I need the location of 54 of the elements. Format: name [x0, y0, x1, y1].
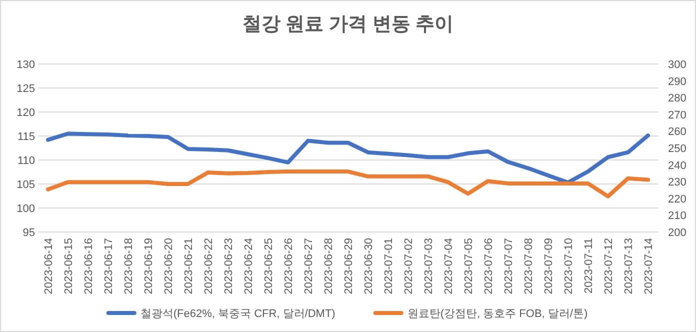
- x-tick-label: 2023-06-26: [283, 238, 295, 294]
- x-tick-label: 2023-07-10: [563, 238, 575, 294]
- x-tick-label: 2023-07-07: [503, 238, 515, 294]
- x-tick-label: 2023-06-18: [123, 238, 135, 294]
- x-tick-label: 2023-07-05: [463, 238, 475, 294]
- x-tick-label: 2023-07-12: [603, 238, 615, 294]
- x-tick-label: 2023-06-22: [203, 238, 215, 294]
- x-tick-label: 2023-06-20: [163, 238, 175, 294]
- y2-tick-label: 300: [668, 59, 686, 71]
- legend-label: 철광석(Fe62%, 북중국 CFR, 달러/DMT): [140, 308, 336, 320]
- x-tick-label: 2023-06-19: [143, 238, 155, 294]
- y2-tick-label: 260: [668, 126, 686, 138]
- x-tick-label: 2023-07-13: [623, 238, 635, 294]
- y-tick-label: 115: [17, 131, 35, 143]
- x-tick-label: 2023-07-11: [583, 238, 595, 294]
- x-tick-label: 2023-06-25: [263, 238, 275, 294]
- chart-title: 철강 원료 가격 변동 추이: [242, 14, 454, 35]
- y2-tick-label: 280: [668, 92, 686, 105]
- y2-tick-label: 210: [668, 210, 686, 222]
- x-tick-label: 2023-06-14: [43, 238, 55, 294]
- y-tick-label: 125: [16, 83, 35, 95]
- x-tick-label: 2023-07-02: [403, 238, 415, 294]
- x-tick-label: 2023-07-09: [543, 238, 555, 294]
- y-tick-label: 105: [16, 179, 35, 191]
- x-tick-label: 2023-07-04: [443, 238, 455, 294]
- x-tick-label: 2023-07-08: [523, 238, 535, 294]
- x-tick-label: 2023-06-21: [183, 238, 195, 294]
- y-tick-label: 110: [17, 155, 35, 167]
- x-tick-label: 2023-06-24: [243, 238, 255, 294]
- x-tick-label: 2023-06-30: [363, 238, 375, 294]
- x-tick-label: 2023-06-16: [83, 238, 95, 294]
- x-tick-label: 2023-06-15: [63, 238, 75, 294]
- y2-tick-label: 270: [668, 109, 686, 122]
- y2-tick-label: 290: [668, 76, 686, 88]
- x-tick-label: 2023-06-17: [103, 238, 115, 294]
- x-tick-label: 2023-07-06: [483, 238, 495, 294]
- y-tick-label: 120: [16, 107, 35, 119]
- y2-tick-label: 240: [668, 160, 686, 172]
- x-tick-label: 2023-06-23: [223, 238, 235, 294]
- x-tick-label: 2023-06-29: [343, 238, 355, 294]
- y2-tick-label: 200: [668, 227, 686, 239]
- y-tick-label: 130: [16, 59, 35, 71]
- y2-tick-label: 230: [668, 176, 686, 189]
- y-tick-label: 100: [16, 203, 35, 215]
- x-tick-label: 2023-07-03: [423, 238, 435, 294]
- x-tick-label: 2023-06-28: [323, 238, 335, 294]
- x-tick-label: 2023-07-14: [643, 238, 655, 294]
- x-tick-label: 2023-06-27: [303, 238, 315, 294]
- y-tick-label: 95: [22, 227, 35, 239]
- y2-tick-label: 220: [668, 193, 686, 206]
- line-series: [46, 170, 650, 198]
- y2-tick-label: 250: [668, 143, 686, 155]
- legend-label: 원료탄(강점탄, 동호주 FOB, 달러/톤): [407, 308, 588, 320]
- x-tick-label: 2023-07-01: [383, 238, 395, 294]
